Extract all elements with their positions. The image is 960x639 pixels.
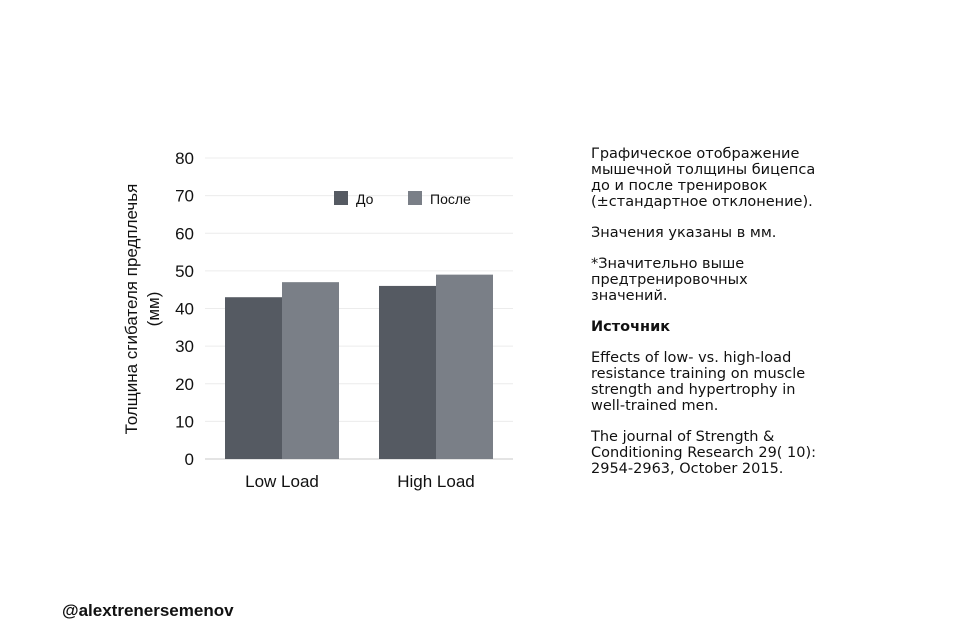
bar (225, 297, 282, 459)
y-tick-label: 80 (175, 149, 194, 168)
y-axis-label-line: (мм) (144, 292, 163, 327)
y-tick-label: 60 (175, 224, 194, 243)
category-label: Low Load (245, 472, 319, 491)
legend-label: После (430, 191, 471, 207)
y-tick-label: 50 (175, 262, 194, 281)
y-tick-label: 10 (175, 412, 194, 431)
description-text: Графическое отображение мышечной толщины… (591, 146, 816, 210)
source-title: Effects of low- vs. high-load resistance… (591, 350, 806, 414)
legend-swatch (408, 191, 422, 205)
category-label: High Load (397, 472, 475, 491)
y-tick-label: 70 (175, 187, 194, 206)
source-journal: The journal of Strength & Conditioning R… (591, 429, 817, 477)
units-note: Значения указаны в мм. (591, 225, 777, 241)
chart-description: Графическое отображение мышечной толщины… (591, 146, 891, 492)
legend-swatch (334, 191, 348, 205)
y-axis-label-line: Толщина сгибателя предплечья (122, 184, 141, 435)
y-tick-label: 20 (175, 375, 194, 394)
y-tick-label: 0 (185, 450, 194, 469)
y-tick-label: 30 (175, 337, 194, 356)
bar (282, 282, 339, 459)
significance-note: *Значительно выше предтренировочных знач… (591, 256, 748, 304)
y-tick-label: 40 (175, 300, 194, 319)
author-handle: @alextrenersemenov (62, 601, 234, 620)
y-axis-label: Толщина сгибателя предплечья (мм) (122, 184, 163, 435)
source-heading: Источник (591, 319, 671, 335)
bar-chart: 0 10 20 30 40 50 60 70 80 Low Load High Load До Посл… (122, 149, 513, 491)
bar (436, 274, 493, 459)
legend-label: До (356, 191, 374, 207)
bar (379, 285, 436, 459)
